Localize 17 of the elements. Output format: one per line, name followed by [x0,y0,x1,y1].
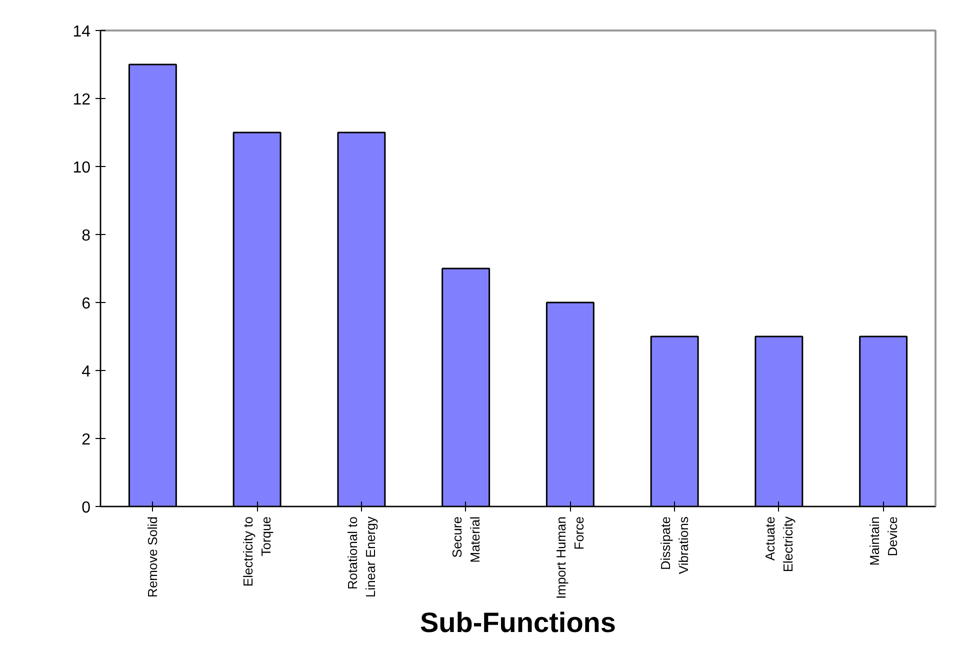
y-tick-label: 10 [72,160,91,176]
x-tick-label: Import Human Force [554,516,587,599]
y-tick-label: 4 [82,364,91,380]
y-tick-label: 0 [82,500,91,516]
x-tick-label: Dissipate Vibrations [658,516,692,574]
y-tick-label: 8 [82,228,91,244]
x-tick-label: Remove Solid [145,516,160,598]
x-tick-label: Secure Material [449,516,482,563]
y-tick-label: 14 [72,24,91,40]
x-tick-label: Actuate Electricity [762,516,796,572]
x-tick-label: Rotational to Linear Energy [344,516,378,598]
y-tick-label: 12 [72,92,91,108]
x-tick-label: Electricity to Torque [240,516,274,587]
y-tick-label: 2 [82,432,91,448]
x-axis-title: Sub-Functions [420,606,616,638]
x-tick-label: Maintain Device [866,516,900,566]
y-tick-label: 6 [82,296,91,312]
